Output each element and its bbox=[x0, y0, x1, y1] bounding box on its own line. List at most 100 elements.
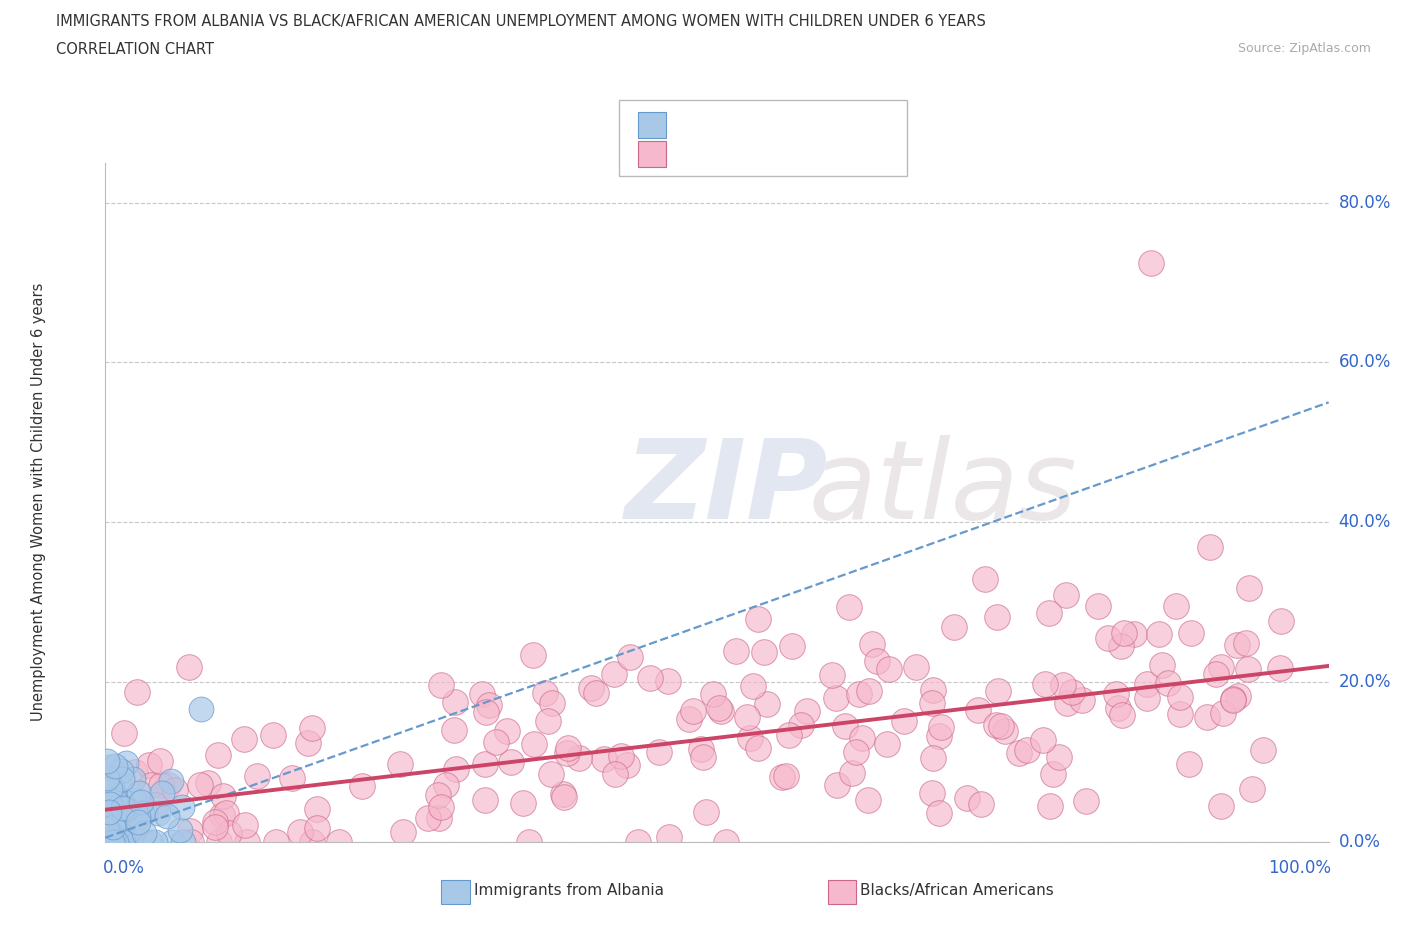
Point bbox=[780, 639, 803, 654]
Point bbox=[967, 702, 990, 717]
Point bbox=[1114, 626, 1136, 641]
Point bbox=[707, 700, 730, 715]
Point bbox=[1136, 690, 1159, 705]
Point bbox=[96, 808, 118, 823]
Point bbox=[179, 824, 201, 839]
Point bbox=[970, 796, 993, 811]
Point bbox=[1042, 766, 1064, 781]
Point bbox=[540, 766, 562, 781]
Point bbox=[1236, 661, 1258, 676]
Point bbox=[990, 719, 1012, 734]
Point bbox=[593, 751, 616, 766]
Point bbox=[858, 684, 880, 698]
Point bbox=[429, 678, 451, 693]
Point bbox=[1047, 750, 1070, 764]
Point bbox=[737, 710, 759, 724]
Point bbox=[160, 774, 183, 789]
Point bbox=[104, 759, 127, 774]
Point bbox=[143, 797, 166, 812]
Point bbox=[207, 834, 229, 849]
Point bbox=[1211, 659, 1233, 674]
Point bbox=[101, 834, 124, 849]
Point bbox=[1038, 605, 1060, 620]
Point bbox=[443, 723, 465, 737]
Point bbox=[682, 704, 704, 719]
Point bbox=[522, 648, 544, 663]
Point bbox=[118, 809, 141, 824]
Point bbox=[1136, 677, 1159, 692]
Point bbox=[1097, 631, 1119, 645]
Point bbox=[114, 755, 136, 770]
Point bbox=[190, 701, 212, 716]
Point bbox=[956, 790, 979, 805]
Point bbox=[429, 811, 451, 826]
Point bbox=[775, 768, 797, 783]
Point bbox=[1107, 700, 1129, 715]
Point bbox=[127, 815, 149, 830]
Point bbox=[149, 754, 172, 769]
Point bbox=[1140, 255, 1163, 270]
Point bbox=[150, 777, 173, 792]
Point bbox=[97, 834, 120, 849]
Point bbox=[107, 820, 129, 835]
Point bbox=[1168, 689, 1191, 704]
Text: R =  0.591: R = 0.591 bbox=[676, 147, 758, 162]
Point bbox=[134, 804, 156, 819]
Point bbox=[160, 834, 183, 849]
Point bbox=[235, 817, 257, 832]
Point bbox=[101, 834, 124, 849]
Point bbox=[523, 737, 546, 751]
Point bbox=[246, 769, 269, 784]
Point bbox=[215, 805, 238, 820]
Point bbox=[103, 830, 125, 844]
Point bbox=[1212, 706, 1234, 721]
Point bbox=[127, 809, 149, 824]
Point bbox=[710, 703, 733, 718]
Point bbox=[444, 762, 467, 777]
Point bbox=[430, 800, 453, 815]
Point bbox=[1060, 684, 1083, 699]
Point bbox=[1166, 598, 1188, 613]
Point bbox=[921, 751, 943, 765]
Point bbox=[1234, 636, 1257, 651]
Point bbox=[101, 779, 124, 794]
Point bbox=[103, 834, 125, 849]
Text: Source: ZipAtlas.com: Source: ZipAtlas.com bbox=[1237, 42, 1371, 55]
Point bbox=[392, 824, 415, 839]
Point bbox=[619, 650, 641, 665]
Point bbox=[1211, 799, 1233, 814]
Point bbox=[1226, 638, 1249, 653]
Text: Blacks/African Americans: Blacks/African Americans bbox=[860, 884, 1054, 898]
Point bbox=[100, 834, 122, 849]
Point bbox=[115, 834, 138, 849]
Text: 100.0%: 100.0% bbox=[1268, 858, 1331, 877]
Point bbox=[128, 786, 150, 801]
Text: 0.0%: 0.0% bbox=[103, 858, 145, 877]
Point bbox=[204, 819, 226, 834]
Point bbox=[848, 686, 870, 701]
Point bbox=[986, 717, 1008, 732]
Point bbox=[111, 800, 134, 815]
Point bbox=[98, 806, 121, 821]
Point bbox=[555, 746, 578, 761]
Point bbox=[98, 796, 121, 811]
Point bbox=[101, 819, 124, 834]
Text: 60.0%: 60.0% bbox=[1339, 353, 1391, 371]
Point bbox=[824, 691, 846, 706]
Point bbox=[742, 679, 765, 694]
Point bbox=[905, 659, 928, 674]
Point bbox=[585, 685, 607, 700]
Point bbox=[929, 720, 952, 735]
Point bbox=[616, 758, 638, 773]
Point bbox=[172, 834, 194, 849]
Point bbox=[860, 636, 883, 651]
Point bbox=[877, 661, 900, 676]
Point bbox=[262, 727, 284, 742]
Point bbox=[986, 609, 1008, 624]
Point bbox=[301, 721, 323, 736]
Text: N =  195: N = 195 bbox=[785, 147, 852, 162]
Point bbox=[443, 694, 465, 709]
Point bbox=[96, 834, 118, 849]
Point bbox=[114, 816, 136, 830]
Point bbox=[928, 728, 950, 743]
